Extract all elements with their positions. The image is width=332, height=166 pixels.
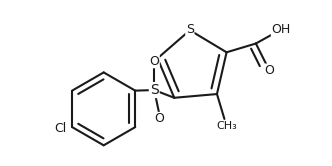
Text: S: S [186,23,194,36]
Text: O: O [265,64,274,77]
Text: S: S [150,83,159,97]
Text: Cl: Cl [54,123,66,135]
Text: OH: OH [272,23,291,36]
Text: CH₃: CH₃ [216,121,237,131]
Text: O: O [154,113,164,125]
Text: O: O [149,55,159,68]
